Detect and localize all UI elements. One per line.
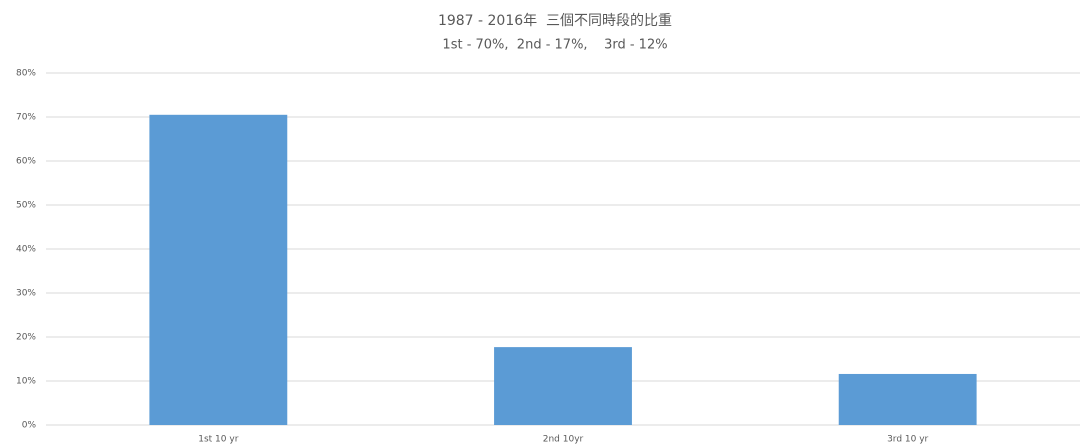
y-tick-label: 80% [16,69,36,79]
y-tick-label: 20% [16,333,36,343]
y-tick-label: 10% [16,377,36,387]
x-tick-label: 3rd 10 yr [887,435,928,445]
y-tick-label: 70% [16,113,36,123]
bar [494,347,632,425]
x-tick-label: 1st 10 yr [198,435,238,445]
x-tick-label: 2nd 10yr [543,435,584,445]
bar [838,373,977,425]
y-tick-label: 60% [16,157,36,167]
y-tick-label: 40% [16,245,36,255]
chart-title: 1987 - 2016年 三個不同時段的比重 [438,13,672,29]
y-tick-label: 0% [22,421,37,431]
bar [149,114,288,426]
y-tick-label: 30% [16,289,36,299]
y-tick-label: 50% [16,201,36,211]
chart-subtitle: 1st - 70%, 2nd - 17%, 3rd - 12% [442,38,667,53]
